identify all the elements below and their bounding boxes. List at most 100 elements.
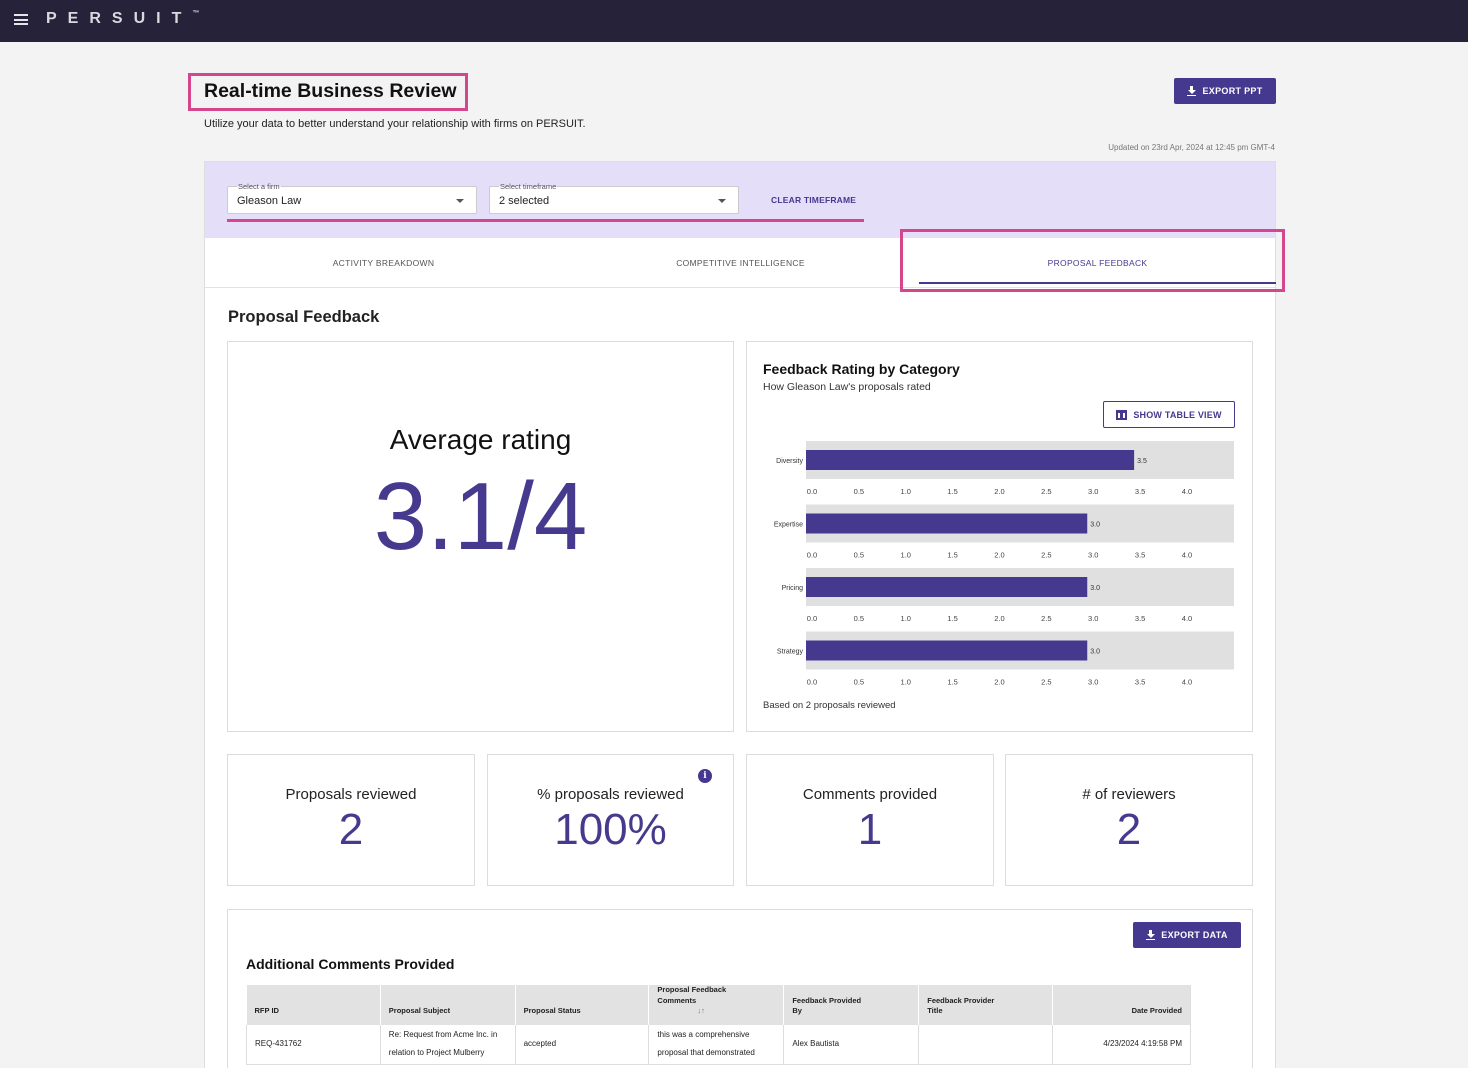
top-bar: PERSUIT™ [0,0,1468,42]
column-header-label: Date Provided [1131,1006,1182,1015]
bar-pricing[interactable] [806,577,1088,597]
firm-select-value: Gleason Law [237,195,302,207]
stat-card-reviewers: # of reviewers 2 [1005,754,1253,886]
tick-label: 2.0 [994,487,1004,496]
table-row[interactable]: REQ-431762 Re: Request from Acme Inc. in… [246,1024,1191,1065]
tick-label: 4.0 [1182,551,1192,560]
tick-label: 0.5 [854,487,864,496]
persuit-logo[interactable]: PERSUIT™ [46,10,199,28]
logo-text: PERSUIT [46,10,193,27]
tick-label: 4.0 [1182,614,1192,623]
tab-label: ACTIVITY BREAKDOWN [332,258,435,268]
comments-title: Additional Comments Provided [246,956,455,972]
tick-label: 0.0 [807,678,817,687]
tick-label: 0.0 [807,614,817,623]
tab-competitive-intelligence[interactable]: COMPETITIVE INTELLIGENCE [562,238,919,288]
tab-activity-breakdown[interactable]: ACTIVITY BREAKDOWN [205,238,562,288]
tick-label: 1.5 [947,487,957,496]
tab-highlight-box [900,229,1285,292]
tick-label: 1.5 [947,614,957,623]
tick-label: 2.0 [994,614,1004,623]
column-header[interactable]: Feedback Provided By [783,985,919,1025]
column-header-label: Proposal Feedback Comments [657,985,727,1005]
stat-value: 1 [857,805,883,854]
tick-label: 0.5 [854,551,864,560]
column-header[interactable]: Date Provided [1052,985,1191,1025]
category-label: Diversity [776,458,803,465]
tick-label: 3.0 [1088,678,1098,687]
show-table-view-button[interactable]: SHOW TABLE VIEW [1103,401,1235,428]
page-subtitle: Utilize your data to better understand y… [204,118,586,130]
comments-table: RFP ID Proposal Subject Proposal Status … [246,985,1191,1065]
data-label: 3.5 [1137,458,1147,465]
clear-timeframe-button[interactable]: CLEAR TIMEFRAME [771,195,857,205]
column-header-label: Proposal Subject [388,1006,451,1015]
bar-expertise[interactable] [806,513,1088,534]
filters-highlight-underline [227,219,864,222]
bar-diversity[interactable] [806,450,1135,470]
tick-label: 0.0 [807,551,817,560]
table-cell: accepted [514,1024,649,1065]
stat-label: Comments provided [802,786,938,803]
tick-label: 2.5 [1041,614,1051,623]
tick-label: 0.5 [854,678,864,687]
timeframe-select[interactable]: Select timeframe 2 selected [489,182,739,214]
data-label: 3.0 [1090,585,1100,592]
table-header-row: RFP ID Proposal Subject Proposal Status … [246,985,1191,1025]
stat-value: 2 [1116,805,1142,854]
average-rating-card: Average rating 3.1/4 [227,341,734,732]
column-header[interactable]: RFP ID [246,985,381,1025]
timeframe-select-value: 2 selected [499,195,550,207]
show-table-view-label: SHOW TABLE VIEW [1133,409,1222,420]
sort-icon[interactable]: ↓↑ [697,1006,705,1015]
tick-label: 0.5 [854,614,864,623]
tick-label: 2.5 [1041,487,1051,496]
chart-subtitle: How Gleason Law's proposals rated [763,381,931,393]
firm-select[interactable]: Select a firm Gleason Law [227,182,477,214]
chevron-down-icon [718,199,726,203]
tick-label: 3.5 [1135,551,1145,560]
category-label: Expertise [774,522,803,529]
tick-label: 1.0 [901,487,911,496]
filter-band: Select a firm Gleason Law Select timefra… [205,162,1275,238]
tick-label: 2.0 [994,551,1004,560]
data-label: 3.0 [1090,649,1100,656]
hamburger-menu-icon[interactable] [14,14,28,25]
chart-footnote: Based on 2 proposals reviewed [763,700,896,711]
tab-label: PROPOSAL FEEDBACK [1047,258,1148,268]
tick-label: 3.5 [1135,678,1145,687]
average-rating-value: 3.1/4 [373,463,588,570]
download-icon [1146,930,1156,940]
stat-card-proposals-reviewed: Proposals reviewed 2 [227,754,475,886]
tick-label: 1.5 [947,678,957,687]
updated-timestamp: Updated on 23rd Apr, 2024 at 12:45 pm GM… [1108,143,1275,152]
column-header[interactable]: Proposal Subject [379,985,516,1025]
export-ppt-button[interactable]: EXPORT PPT [1174,78,1276,104]
table-cell: this was a comprehensive proposal that d… [648,1024,784,1065]
chart-title: Feedback Rating by Category [763,361,960,377]
tick-label: 3.5 [1135,487,1145,496]
timeframe-select-label: Select timeframe [499,182,558,191]
tick-label: 2.0 [994,678,1004,687]
column-header[interactable]: Proposal Status [514,985,649,1025]
tab-proposal-feedback[interactable]: PROPOSAL FEEDBACK [919,238,1276,288]
tick-label: 1.5 [947,551,957,560]
export-ppt-label: EXPORT PPT [1202,86,1263,96]
feedback-bar-chart: Diversity 3.5 0.0 0.5 1.0 1.5 2.0 2.5 3.0 3.5 4.0 E… [774,441,1234,687]
column-header[interactable]: Proposal Feedback Comments↓↑ [648,985,784,1025]
stat-card-percent-reviewed: i % proposals reviewed 100% [487,754,734,886]
tick-label: 4.0 [1182,487,1192,496]
bar-strategy[interactable] [806,640,1088,661]
chevron-down-icon [456,199,464,203]
export-data-button[interactable]: EXPORT DATA [1133,922,1241,948]
data-label: 3.0 [1090,522,1100,529]
category-label: Strategy [777,649,804,656]
table-cell: REQ-431762 [246,1024,381,1065]
column-header[interactable]: Feedback Provider Title [918,985,1053,1025]
stat-label: Proposals reviewed [285,786,417,803]
stat-value: 2 [338,805,364,854]
table-cell: 4/23/2024 4:19:58 PM [1052,1024,1191,1065]
tick-label: 3.0 [1088,487,1098,496]
info-icon[interactable]: i [698,769,712,783]
column-header-label: RFP ID [254,1006,279,1015]
